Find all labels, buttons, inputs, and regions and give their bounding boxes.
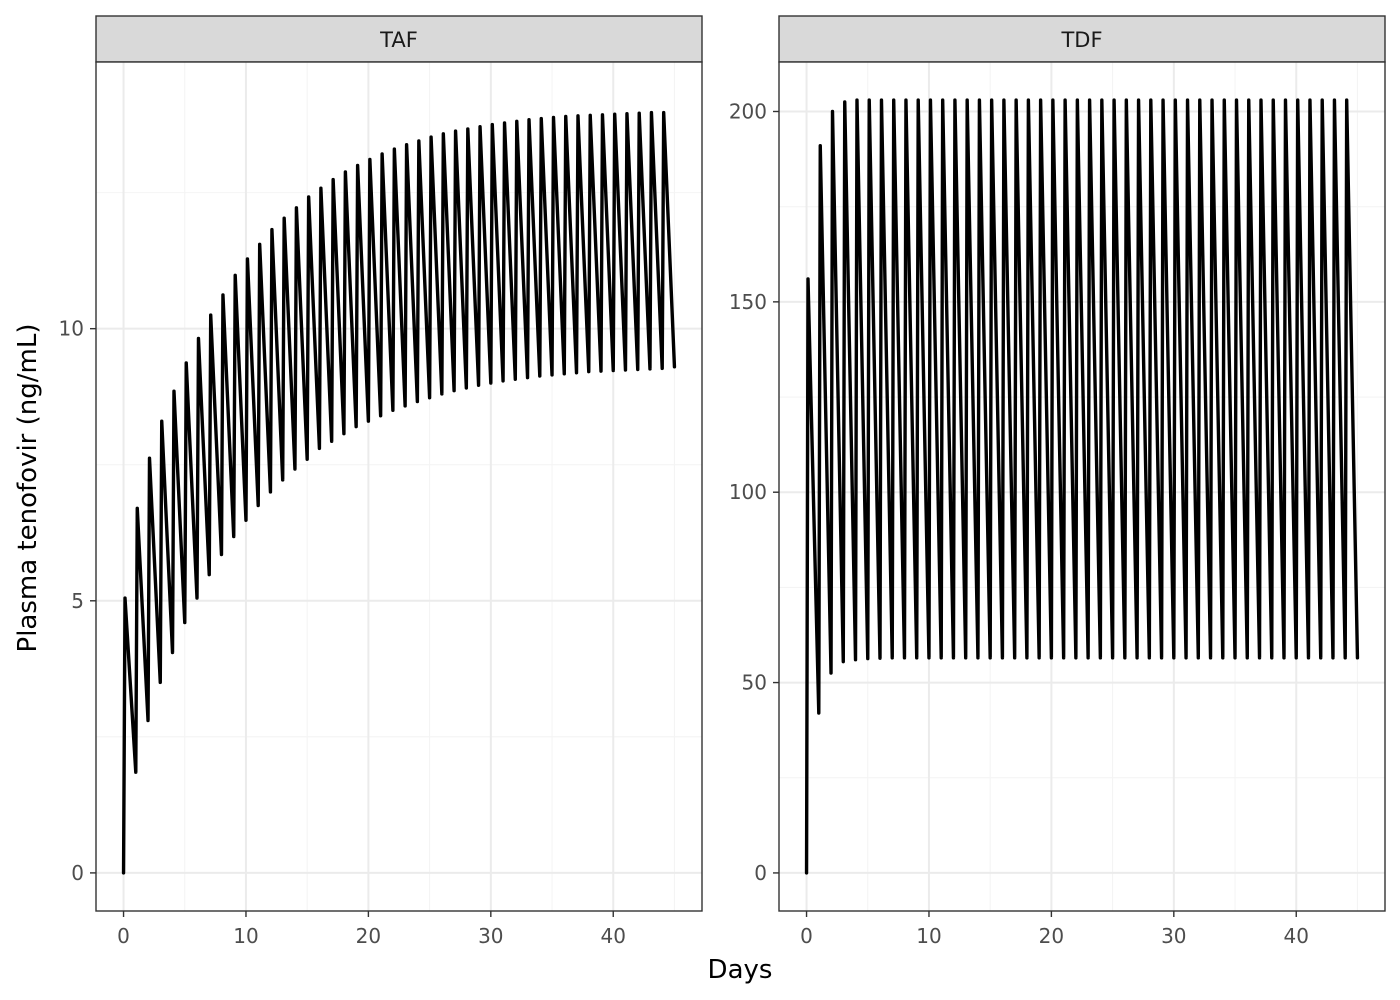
panel-taf: TAF 0 10 20 30 40 0 5 10 bbox=[59, 15, 703, 948]
x-tick-label: 20 bbox=[356, 924, 381, 948]
panel-tdf: TDF 0 10 20 30 40 0 50 100 150 200 bbox=[729, 15, 1386, 948]
series-taf bbox=[121, 110, 677, 875]
y-tick-label: 0 bbox=[754, 861, 767, 885]
ticks-tdf: 0 10 20 30 40 0 50 100 150 200 bbox=[729, 99, 1309, 948]
y-tick-label: 200 bbox=[729, 99, 767, 123]
y-tick-label: 50 bbox=[742, 671, 767, 695]
x-tick-label: 20 bbox=[1039, 924, 1064, 948]
strip-label-taf: TAF bbox=[379, 28, 418, 52]
y-tick-label: 0 bbox=[71, 861, 84, 885]
y-tick-label: 10 bbox=[59, 317, 84, 341]
panel-border-taf bbox=[95, 61, 703, 912]
ticks-taf: 0 10 20 30 40 0 5 10 bbox=[59, 317, 626, 948]
series-tdf bbox=[804, 98, 1360, 875]
x-tick-label: 40 bbox=[601, 924, 626, 948]
y-tick-label: 150 bbox=[729, 290, 767, 314]
strip-background-tdf bbox=[778, 15, 1386, 63]
strip-background-taf bbox=[95, 15, 703, 63]
x-tick-label: 30 bbox=[478, 924, 503, 948]
y-tick-label: 5 bbox=[71, 589, 84, 613]
concentration-line-tdf bbox=[804, 98, 1360, 875]
x-tick-label: 10 bbox=[916, 924, 941, 948]
x-tick-label: 40 bbox=[1284, 924, 1309, 948]
x-axis-title: Days bbox=[708, 955, 773, 985]
y-tick-label: 100 bbox=[729, 480, 767, 504]
concentration-line-taf bbox=[121, 110, 677, 875]
x-tick-label: 30 bbox=[1161, 924, 1186, 948]
x-tick-label: 0 bbox=[117, 924, 130, 948]
y-axis-title: Plasma tenofovir (ng/mL) bbox=[13, 324, 43, 653]
panel-border-tdf bbox=[778, 61, 1386, 912]
x-tick-label: 0 bbox=[800, 924, 813, 948]
x-tick-label: 10 bbox=[233, 924, 258, 948]
strip-label-tdf: TDF bbox=[1060, 28, 1102, 52]
